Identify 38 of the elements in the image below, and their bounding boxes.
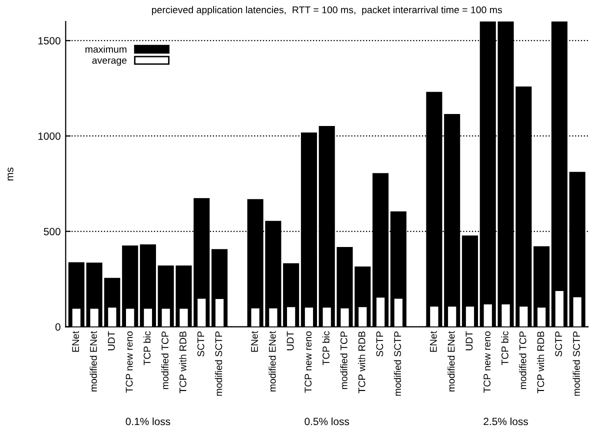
x-tick-label: TCP bic: [322, 331, 330, 366]
x-tick-label: modified SCTP: [394, 331, 402, 396]
x-tick-label: SCTP: [555, 331, 562, 356]
y-axis-title: ms: [8, 168, 14, 180]
x-tick-label: SCTP: [197, 331, 204, 356]
x-tick-label: modified SCTP: [572, 331, 580, 396]
text: 2.5% loss: [484, 418, 528, 426]
x-tick-label: SCTP: [376, 331, 384, 356]
x-tick-label: ENet: [72, 331, 80, 352]
x-tick-label: TCP with RDB: [358, 331, 366, 394]
x-tick-label: ENet: [251, 331, 258, 352]
y-tick-label: 500: [44, 228, 60, 236]
x-tick-label: modified TCP: [519, 331, 526, 390]
x-tick-label: modified ENet: [268, 331, 276, 392]
x-tick-label: TCP new reno: [126, 331, 133, 393]
y-tick-label: 0: [55, 323, 60, 331]
x-tick-label: modified ENet: [90, 331, 97, 392]
x-tick-label: TCP new reno: [484, 331, 490, 393]
chart-title: percieved application latencies, RTT = 100 ms, packet interarrival time = 100 ms: [152, 6, 502, 16]
x-tick-label: UDT: [286, 331, 294, 350]
x-tick-label: TCP with RDB: [179, 331, 186, 394]
x-tick-label: ENet: [430, 331, 437, 352]
x-tick-label: UDT: [466, 331, 473, 350]
text: 0.5% loss: [304, 418, 350, 426]
x-tick-label: modified ENet: [448, 331, 455, 392]
x-tick-label: TCP bic: [143, 331, 151, 366]
x-tick-label: TCP with RDB: [537, 331, 544, 394]
legend-label: maximum: [86, 46, 126, 53]
text: 0.1% loss: [126, 418, 170, 426]
y-tick-label: 1000: [38, 132, 60, 140]
x-tick-label: TCP bic: [501, 331, 508, 366]
legend-label: average: [92, 58, 127, 66]
x-tick-label: modified SCTP: [214, 331, 222, 396]
x-tick-label: modified TCP: [161, 331, 168, 390]
x-tick-label: TCP new reno: [304, 331, 312, 393]
x-tick-label: UDT: [108, 331, 115, 350]
y-tick-label: 1500: [38, 37, 60, 44]
x-tick-label: modified TCP: [340, 331, 348, 390]
